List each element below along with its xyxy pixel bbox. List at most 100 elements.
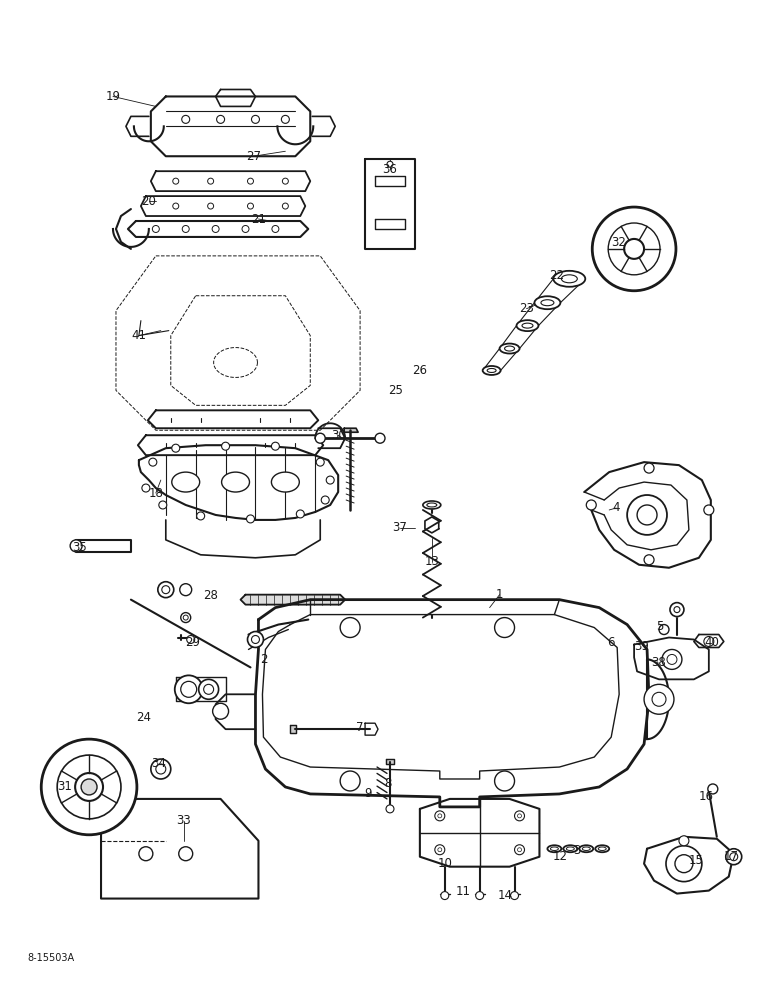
Circle shape [149,458,157,466]
Ellipse shape [561,275,577,283]
Text: 5: 5 [656,620,664,633]
Circle shape [217,115,225,123]
Text: 36: 36 [383,163,398,176]
Text: 31: 31 [56,780,72,793]
Circle shape [151,759,171,779]
Circle shape [637,505,657,525]
Circle shape [173,178,179,184]
Circle shape [139,847,153,861]
Text: 41: 41 [131,329,147,342]
Circle shape [441,892,449,900]
Text: 23: 23 [519,302,534,315]
Circle shape [208,178,214,184]
Circle shape [182,225,189,232]
Circle shape [212,703,229,719]
Text: 7: 7 [357,721,364,734]
Text: 3: 3 [574,844,581,857]
Text: 10: 10 [438,857,452,870]
Text: 38: 38 [652,656,666,669]
Text: 9: 9 [364,787,372,800]
Circle shape [208,203,214,209]
Circle shape [183,615,188,620]
Circle shape [726,849,742,865]
Polygon shape [290,725,296,733]
Ellipse shape [516,320,538,331]
Text: 17: 17 [723,850,738,863]
Circle shape [659,625,669,635]
Text: 14: 14 [498,889,513,902]
Ellipse shape [172,472,200,492]
Text: 12: 12 [553,850,568,863]
Ellipse shape [564,845,577,852]
Text: 29: 29 [185,636,200,649]
Circle shape [180,584,191,596]
Circle shape [730,853,738,861]
Circle shape [315,433,325,443]
Circle shape [174,675,203,703]
Ellipse shape [482,366,500,375]
Circle shape [181,115,190,123]
Circle shape [592,207,676,291]
Circle shape [41,739,137,835]
Text: 16: 16 [699,790,713,803]
Circle shape [608,223,660,275]
Circle shape [375,433,385,443]
Circle shape [57,755,121,819]
Circle shape [197,512,205,520]
Ellipse shape [222,472,249,492]
Circle shape [248,178,253,184]
Circle shape [152,225,159,232]
Circle shape [187,636,195,643]
Circle shape [198,679,218,699]
Circle shape [159,501,167,509]
Circle shape [517,814,522,818]
Circle shape [624,239,644,259]
Circle shape [272,225,279,232]
Polygon shape [386,759,394,764]
Circle shape [283,203,289,209]
Circle shape [666,846,702,882]
Circle shape [248,203,253,209]
Circle shape [708,784,718,794]
Ellipse shape [567,847,574,850]
Text: 33: 33 [176,814,191,827]
Circle shape [70,540,82,552]
Circle shape [652,692,666,706]
Ellipse shape [505,346,514,351]
Circle shape [142,484,150,492]
Circle shape [181,613,191,623]
Text: 27: 27 [246,150,261,163]
Circle shape [162,586,170,594]
Circle shape [75,773,103,801]
Text: 4: 4 [612,501,620,514]
Ellipse shape [579,845,593,852]
Circle shape [627,495,667,535]
Circle shape [679,836,689,846]
Circle shape [386,805,394,813]
Circle shape [340,771,360,791]
Circle shape [283,178,289,184]
Circle shape [296,510,304,518]
Circle shape [181,681,197,697]
Circle shape [514,845,524,855]
Circle shape [252,115,259,123]
Circle shape [179,847,193,861]
Circle shape [204,684,214,694]
Text: 40: 40 [704,636,720,649]
Circle shape [387,161,393,167]
Ellipse shape [595,845,609,852]
Circle shape [586,500,596,510]
Circle shape [438,814,442,818]
Circle shape [272,442,279,450]
Circle shape [704,637,714,646]
Text: 37: 37 [392,521,408,534]
Circle shape [670,603,684,617]
Circle shape [242,225,249,232]
Text: 34: 34 [151,757,166,770]
Text: 13: 13 [425,555,439,568]
Circle shape [667,654,677,664]
Circle shape [514,811,524,821]
Circle shape [327,476,334,484]
Circle shape [173,203,179,209]
Circle shape [212,225,219,232]
